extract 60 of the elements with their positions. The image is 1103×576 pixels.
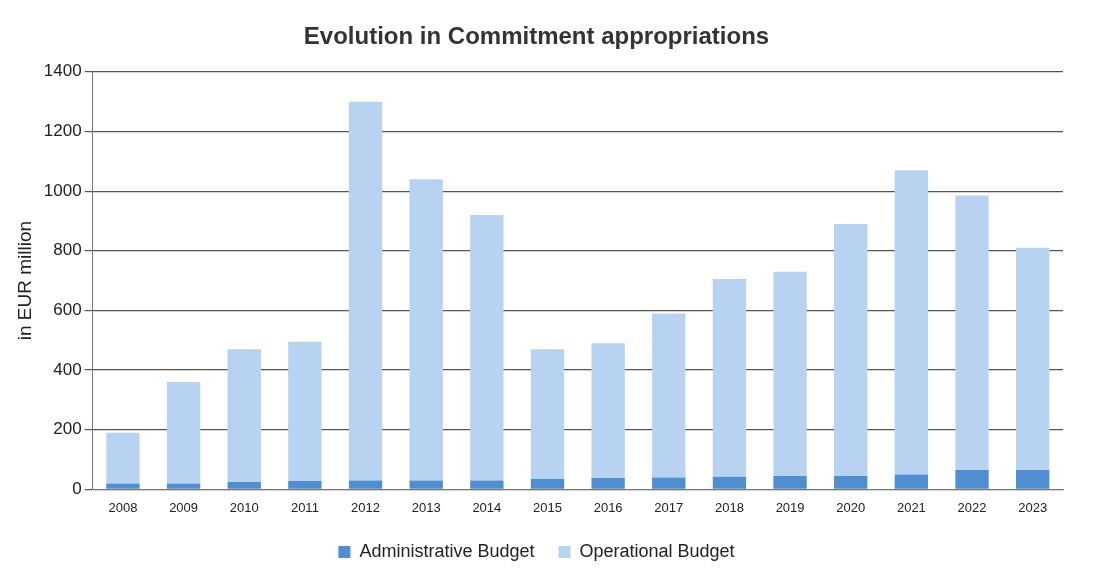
bar	[955, 470, 989, 489]
y-tick-label: 800	[53, 240, 82, 260]
bar	[470, 480, 504, 489]
y-tick-label: 1200	[43, 121, 82, 141]
x-tick-label: 2008	[108, 499, 138, 515]
x-tick-label: 2009	[169, 499, 199, 515]
bar	[894, 474, 929, 489]
x-tick-label: 2010	[229, 499, 259, 515]
bar	[166, 483, 201, 489]
bar	[591, 478, 625, 489]
bar	[773, 475, 807, 489]
x-tick-label: 2012	[351, 499, 380, 515]
bar	[712, 279, 747, 477]
x-tick-label: 2019	[775, 499, 805, 515]
bar	[773, 271, 807, 476]
x-tick-label: 2018	[714, 499, 744, 515]
bar	[166, 382, 201, 484]
x-tick-label: 2011	[290, 499, 319, 515]
bar	[834, 475, 868, 489]
bar	[409, 179, 443, 481]
bar	[652, 313, 686, 478]
bar	[834, 223, 868, 476]
x-tick-label: 2017	[654, 499, 684, 515]
x-tick-label: 2013	[411, 499, 441, 515]
chart-title: Evolution in Commitment appropriations	[303, 22, 770, 50]
bar	[955, 195, 989, 471]
bar	[409, 480, 443, 489]
bar	[530, 349, 565, 479]
y-tick-label: 0	[72, 479, 82, 499]
bar	[288, 481, 322, 489]
bar	[652, 477, 686, 489]
bar	[348, 480, 383, 489]
y-axis-title: in EUR million	[13, 220, 35, 341]
x-tick-label: 2021	[896, 499, 926, 515]
bar	[712, 476, 747, 489]
legend-label: Operational Budget	[579, 540, 735, 561]
bar	[894, 170, 929, 475]
y-tick-label: 400	[53, 359, 82, 379]
x-tick-label: 2016	[593, 499, 623, 515]
y-tick-label: 600	[53, 300, 82, 320]
bar	[227, 481, 261, 489]
bar	[530, 478, 565, 489]
bar	[1016, 247, 1050, 471]
x-tick-label: 2015	[533, 499, 562, 515]
y-tick-label: 1000	[43, 180, 82, 200]
legend-label: Administrative Budget	[359, 540, 535, 561]
x-tick-label: 2020	[836, 499, 866, 515]
bar	[348, 101, 383, 481]
bar	[227, 349, 261, 482]
bar	[106, 432, 140, 484]
bar	[591, 343, 625, 479]
x-tick-label: 2022	[957, 499, 987, 515]
bar	[470, 214, 504, 481]
y-tick-label: 200	[53, 419, 82, 439]
bar	[106, 483, 140, 489]
x-tick-label: 2023	[1018, 499, 1048, 515]
bar	[1016, 470, 1050, 489]
x-tick-label: 2014	[472, 499, 502, 515]
bar	[288, 341, 322, 482]
y-tick-label: 1400	[43, 61, 82, 81]
